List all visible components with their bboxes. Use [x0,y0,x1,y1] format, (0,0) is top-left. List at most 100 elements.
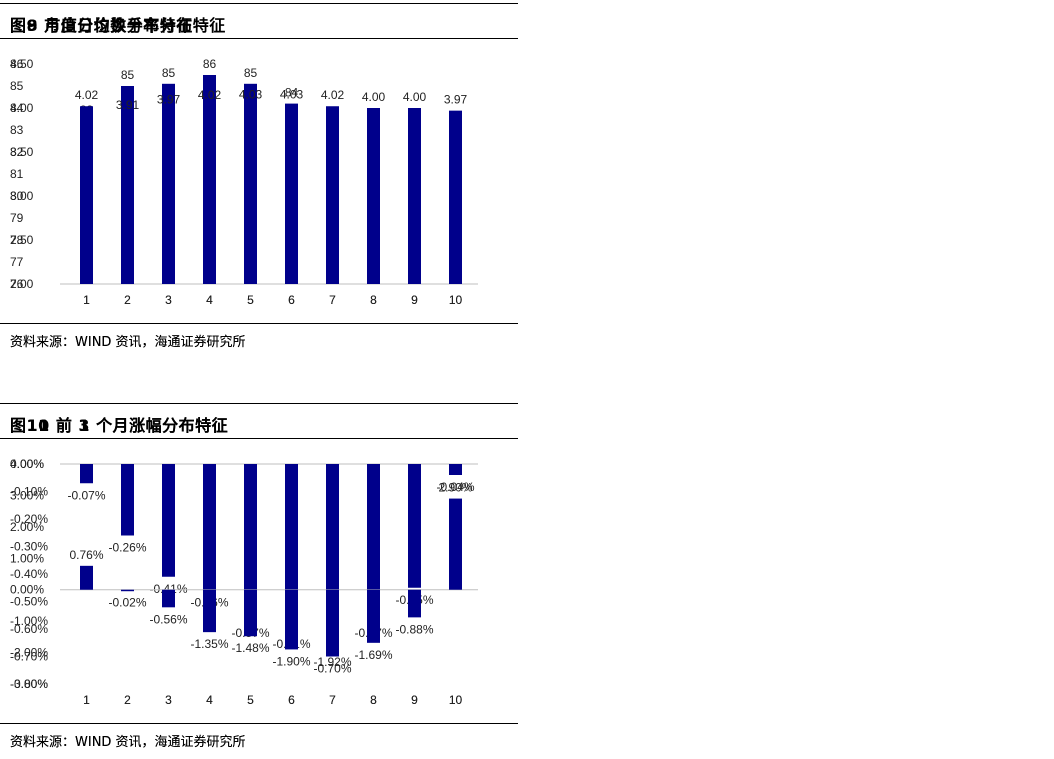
x-tick-label: 6 [288,293,295,307]
y-tick-label: 1.00% [10,551,44,565]
bar-chart: 2.00 2.50 3.00 3.50 4.00 4.50 4.02 1 3.91 2 3.97 3 4… [10,57,478,307]
bar-chart: 4.00% 3.00% 2.00% 1.00% 0.00% -1.00% -2.00% -3.… [10,457,478,707]
y-tick-label: 2.50 [10,233,34,247]
y-tick-label: 81 [10,167,24,181]
data-label: 3.97 [444,93,468,107]
y-tick-label: 0.00% [10,457,44,471]
y-tick-label: 3.00 [10,189,34,203]
y-tick-label: 86 [10,57,24,71]
source-note: 资料来源：WIND 资讯，海通证券研究所 [0,323,518,357]
y-tick-label: 80 [10,189,24,203]
data-label: 3.91 [116,98,140,112]
y-tick-label: 0.00% [10,583,44,597]
y-tick-label: -0.50% [10,595,48,609]
y-tick-label: 3.50 [10,145,34,159]
y-tick-label: -0.60% [10,622,48,636]
bar [367,108,380,284]
y-tick-label: 78 [10,233,24,247]
bar [162,110,175,284]
bar [449,110,462,284]
y-tick-label: -1.00% [10,614,48,628]
x-tick-label: 6 [288,293,295,307]
x-tick-label: 10 [449,293,463,307]
y-tick-label: -0.10% [10,485,48,499]
bar [285,589,298,650]
x-tick-label: 7 [329,693,336,707]
bar [408,108,421,284]
data-label: 85 [121,68,135,82]
data-label: -0.70% [313,662,351,676]
data-label: 2.90% [438,481,472,495]
bar [244,105,257,284]
x-tick-label: 7 [329,693,336,707]
bar [326,589,339,651]
data-label: 85 [244,66,258,80]
x-tick-label: 1 [83,293,90,307]
x-tick-label: 4 [206,693,213,707]
bar [162,589,175,608]
bar [121,464,134,536]
y-tick-label: -0.20% [10,512,48,526]
x-tick-label: 5 [247,693,254,707]
data-label: 4.03 [280,87,304,101]
data-label: 4.00 [403,90,427,104]
x-tick-label: 6 [288,693,295,707]
x-tick-label: 2 [124,293,131,307]
y-tick-label: 76 [10,277,24,291]
data-label: -0.88% [395,622,433,636]
data-label: 86 [203,57,217,71]
bar [367,464,380,621]
y-tick-label: 4.00% [10,457,44,471]
panel-header: 图9 月度日均换手率分布特征 [0,3,518,39]
data-label: -0.07% [67,488,105,502]
data-label: -0.41% [149,582,187,596]
source-text: 资料来源：WIND 资讯，海通证券研究所 [10,735,246,750]
y-tick-label: 4.00 [10,101,34,115]
y-tick-label: 82 [10,145,24,159]
x-tick-label: 10 [449,693,463,707]
data-label: -1.69% [354,648,392,662]
y-tick-label: -3.00% [10,677,48,691]
source-text: 资料来源：WIND 资讯，海通证券研究所 [10,335,246,350]
chart-title: 图11 前 3 个月涨幅分布特征 [10,416,229,435]
x-tick-label: 1 [83,693,90,707]
data-label: 4.03 [239,87,263,101]
data-label: 3.97 [157,93,181,107]
x-tick-label: 9 [411,693,418,707]
x-tick-label: 1 [83,693,90,707]
source-text: 资料来源：WIND 资讯，海通证券研究所 [10,735,246,750]
data-label: -1.92% [313,655,351,669]
x-tick-label: 2 [124,693,131,707]
x-tick-label: 1 [83,293,90,307]
y-tick-label: 2.00 [10,277,34,291]
bar [121,589,134,592]
data-label: 4.00 [362,90,386,104]
x-tick-label: 3 [165,293,172,307]
x-tick-label: 8 [370,693,377,707]
source-note: 资料来源：WIND 资讯，海通证券研究所 [0,723,518,757]
bar [408,589,421,618]
y-tick-label: 84 [10,101,24,115]
x-tick-label: 4 [206,293,213,307]
bar-chart: 0.00% -0.10% -0.20% -0.30% -0.40% -0.50% -0.60… [10,457,478,707]
x-tick-label: 2 [124,293,131,307]
data-label: 85 [162,66,176,80]
x-tick-label: 3 [165,293,172,307]
bar [203,589,216,633]
data-label: 4.02 [198,88,222,102]
y-tick-label: -0.70% [10,650,48,664]
data-label: -0.56% [149,612,187,626]
x-tick-label: 7 [329,293,336,307]
x-tick-label: 8 [370,293,377,307]
x-tick-label: 3 [165,693,172,707]
bar [367,589,380,643]
x-tick-label: 5 [247,293,254,307]
y-tick-label: 79 [10,211,24,225]
y-tick-label: -0.40% [10,567,48,581]
bar [244,464,257,621]
x-tick-label: 4 [206,293,213,307]
data-label: -0.26% [108,541,146,555]
bar [285,105,298,284]
x-tick-label: 5 [247,293,254,307]
data-label: 84 [285,86,299,100]
